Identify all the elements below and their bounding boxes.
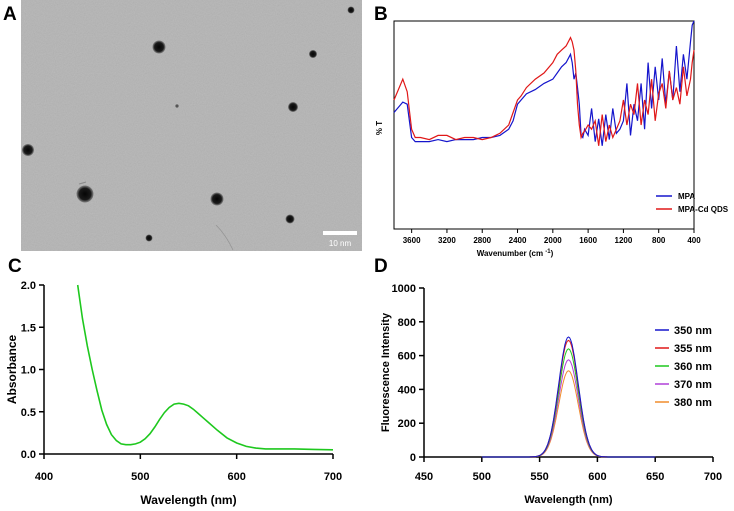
x-tick-label: 3200 xyxy=(438,236,456,245)
x-tick-label: 600 xyxy=(227,471,245,483)
y-tick-label: 200 xyxy=(398,418,416,430)
y-tick-label: 1000 xyxy=(392,283,416,295)
emission-line-355nm xyxy=(481,339,656,458)
x-axis-label: Wavelength (nm) xyxy=(524,494,613,506)
legend-entry: MPA xyxy=(678,192,695,201)
nanoparticle xyxy=(347,6,355,14)
plot-frame xyxy=(393,20,695,230)
x-tick-label: 700 xyxy=(324,471,342,483)
y-axis-label: Fluorescence Intensity xyxy=(380,312,392,432)
tem-fiber xyxy=(215,224,234,251)
y-axis-label: % T xyxy=(375,121,384,135)
nanoparticle xyxy=(288,102,298,112)
y-tick-label: 0 xyxy=(410,452,416,464)
nanoparticle xyxy=(309,50,317,58)
x-tick-label: 400 xyxy=(687,236,701,245)
y-tick-label: 600 xyxy=(398,351,416,363)
legend-entry: 355 nm xyxy=(674,343,712,355)
x-tick-label: 3600 xyxy=(403,236,421,245)
absorbance-line xyxy=(76,284,334,451)
x-tick-label: 1600 xyxy=(579,236,597,245)
legend-entry: 380 nm xyxy=(674,397,712,409)
nanoparticle xyxy=(175,104,179,108)
nanoparticle xyxy=(285,214,295,224)
y-tick-label: 2.0 xyxy=(21,280,36,292)
x-tick-label: 450 xyxy=(415,471,433,483)
nanoparticle xyxy=(22,144,34,156)
legend-entry: 350 nm xyxy=(674,325,712,337)
x-tick-label: 2000 xyxy=(544,236,562,245)
x-tick-label: 650 xyxy=(646,471,664,483)
y-tick-label: 1.0 xyxy=(21,365,36,377)
x-tick-label: 400 xyxy=(35,471,53,483)
nanoparticle xyxy=(210,192,224,206)
x-tick-label: 1200 xyxy=(615,236,633,245)
x-tick-label: 500 xyxy=(131,471,149,483)
x-tick-label: 800 xyxy=(652,236,666,245)
x-tick-label: 500 xyxy=(473,471,491,483)
x-axis-label-superscript: -1 xyxy=(545,249,551,255)
nanoparticle xyxy=(76,185,94,203)
y-tick-label: 800 xyxy=(398,317,416,329)
panel-letter-c: C xyxy=(8,256,22,277)
scale-bar xyxy=(323,231,357,235)
x-axis-label-close: ) xyxy=(551,249,554,258)
x-tick-label: 2400 xyxy=(509,236,527,245)
x-axis-label: Wavenumber (cm -1) xyxy=(477,249,554,258)
tem-grain xyxy=(21,0,362,251)
panel-letter-b: B xyxy=(374,4,388,25)
emission-line-360nm xyxy=(481,348,656,458)
x-tick-label: 2800 xyxy=(473,236,491,245)
series-line-mpa xyxy=(393,20,695,146)
series-line-mpa-cd-qds xyxy=(393,36,695,146)
tem-fiber xyxy=(78,181,87,185)
nanoparticle xyxy=(152,40,166,54)
y-axis-label: Absorbance xyxy=(5,335,19,405)
x-tick-label: 700 xyxy=(704,471,722,483)
scale-bar-label: 10 nm xyxy=(329,239,352,248)
panel-letter-a: A xyxy=(3,4,17,25)
tem-micrograph: 10 nm xyxy=(21,0,362,251)
legend-entry: MPA-Cd QDS xyxy=(678,205,729,214)
x-tick-label: 550 xyxy=(530,471,548,483)
y-tick-label: 400 xyxy=(398,384,416,396)
y-tick-label: 1.5 xyxy=(21,322,36,334)
x-axis-label-text: Wavenumber (cm xyxy=(477,249,546,258)
emission-line-370nm xyxy=(481,359,656,458)
x-axis-label: Wavelength (nm) xyxy=(140,493,236,507)
emission-line-380nm xyxy=(481,370,656,458)
legend-entry: 370 nm xyxy=(674,379,712,391)
legend-entry: 360 nm xyxy=(674,361,712,373)
x-tick-label: 600 xyxy=(588,471,606,483)
emission-line-350nm xyxy=(481,336,656,458)
panel-letter-d: D xyxy=(374,256,388,277)
nanoparticle xyxy=(145,234,153,242)
y-tick-label: 0.5 xyxy=(21,407,36,419)
y-tick-label: 0.0 xyxy=(21,449,36,461)
